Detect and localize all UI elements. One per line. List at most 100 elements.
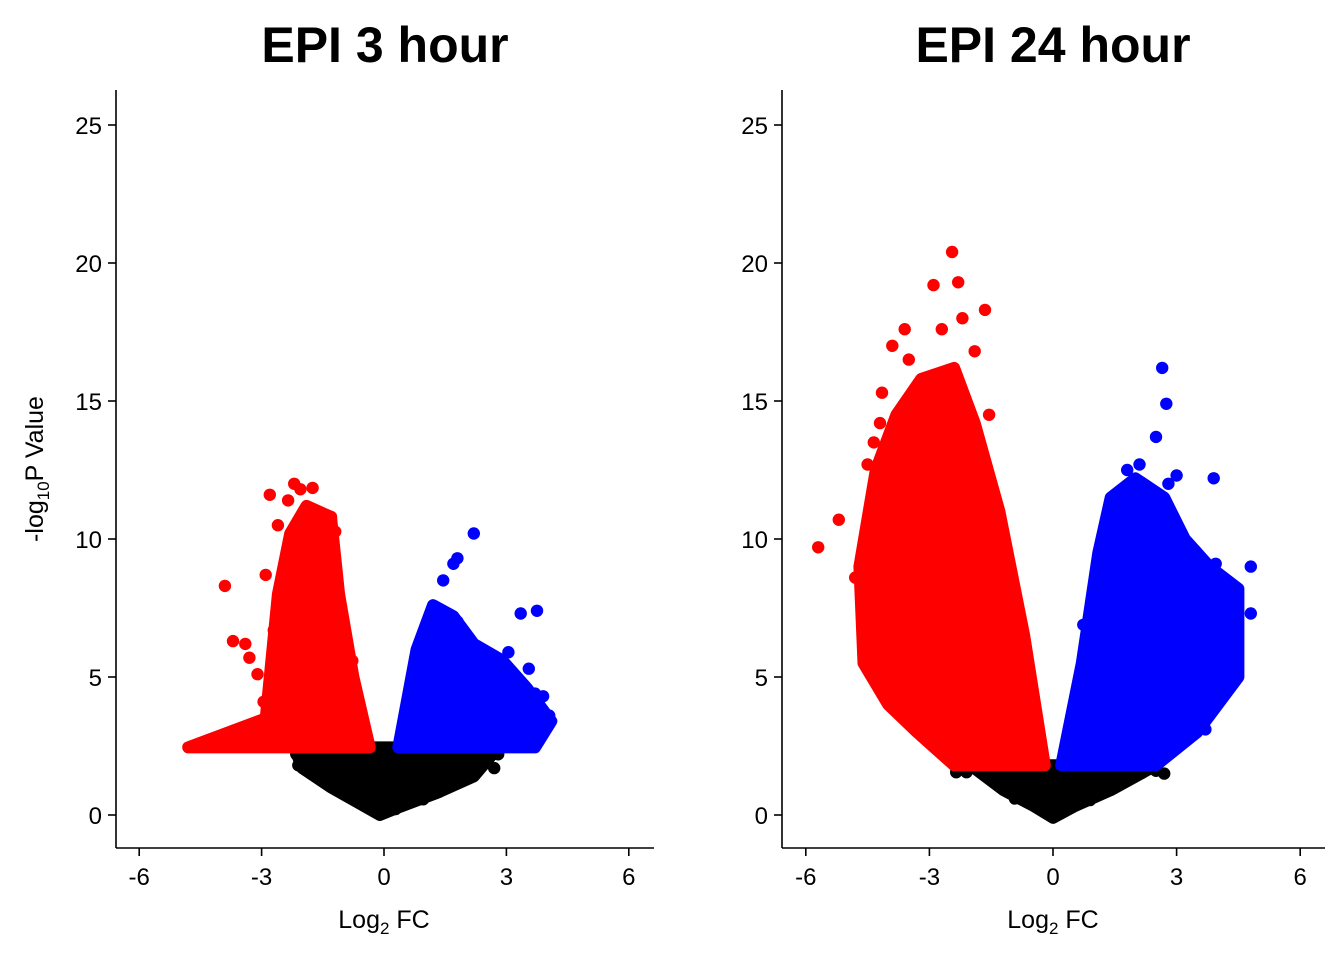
- data-point: [1080, 738, 1093, 751]
- data-point: [296, 672, 308, 685]
- outlier-point: [873, 455, 887, 468]
- data-point: [1189, 545, 1202, 558]
- data-point: [922, 599, 935, 612]
- data-point: [936, 611, 949, 624]
- data-point: [283, 548, 296, 561]
- data-point: [1169, 690, 1181, 703]
- data-point: [966, 445, 978, 457]
- data-point: [1208, 651, 1221, 664]
- data-point: [327, 674, 340, 687]
- outlier-point: [502, 646, 515, 659]
- outlier-point: [1160, 397, 1173, 410]
- data-point: [882, 640, 895, 653]
- data-point: [1175, 593, 1188, 606]
- data-point: [1068, 758, 1081, 771]
- data-point: [1063, 790, 1076, 803]
- data-point: [324, 775, 337, 788]
- data-point: [406, 755, 419, 768]
- outlier-point: [1178, 726, 1192, 739]
- data-point: [966, 741, 979, 754]
- data-point: [1122, 701, 1135, 714]
- data-point: [912, 402, 925, 415]
- data-point: [979, 565, 992, 578]
- data-point: [1211, 631, 1224, 643]
- data-point: [1138, 698, 1151, 711]
- data-point: [467, 767, 480, 780]
- data-point: [450, 644, 463, 657]
- data-point: [941, 749, 954, 762]
- data-point: [1231, 610, 1244, 623]
- data-point: [1092, 782, 1105, 794]
- data-point: [1215, 588, 1228, 601]
- data-point: [1188, 557, 1201, 570]
- data-point: [1080, 785, 1093, 797]
- data-point: [1098, 607, 1111, 619]
- data-point: [465, 655, 478, 668]
- data-point: [1180, 639, 1193, 652]
- data-point: [302, 680, 315, 693]
- outlier-point: [257, 695, 270, 708]
- data-point: [298, 536, 311, 549]
- data-point: [306, 621, 319, 634]
- data-point: [921, 734, 934, 747]
- data-point: [319, 688, 332, 701]
- data-point: [411, 702, 424, 715]
- x-tick-label: -3: [919, 864, 940, 891]
- outlier-point: [1158, 731, 1171, 744]
- data-point: [939, 705, 952, 718]
- data-point: [431, 699, 444, 712]
- chart-title: EPI 3 hour: [261, 17, 508, 73]
- data-point: [1123, 503, 1136, 516]
- data-point: [974, 687, 987, 699]
- data-point: [940, 661, 953, 674]
- data-point: [1118, 554, 1131, 566]
- data-point: [1006, 603, 1019, 615]
- data-point: [1087, 691, 1100, 704]
- outlier-point: [490, 665, 503, 678]
- data-point: [1126, 771, 1139, 784]
- data-point: [1145, 619, 1158, 632]
- data-point: [484, 734, 497, 747]
- data-point: [959, 660, 972, 673]
- data-point: [1117, 581, 1130, 594]
- data-point: [322, 647, 335, 660]
- data-point: [1157, 671, 1170, 684]
- data-point: [1075, 686, 1088, 698]
- data-point: [1012, 620, 1025, 633]
- data-point: [982, 588, 995, 601]
- data-point: [302, 692, 315, 705]
- data-point: [916, 429, 929, 442]
- outlier-point: [532, 731, 546, 744]
- data-point: [976, 602, 989, 615]
- data-point: [892, 535, 905, 548]
- data-point: [876, 649, 889, 662]
- data-point: [1183, 672, 1196, 685]
- data-point: [1226, 657, 1239, 670]
- data-point: [1087, 770, 1100, 783]
- data-point: [1092, 589, 1105, 602]
- y-tick-label: 0: [755, 803, 768, 830]
- data-point: [1228, 580, 1241, 592]
- x-tick-label: 0: [377, 864, 390, 891]
- data-point: [925, 557, 938, 570]
- data-point: [1028, 743, 1041, 756]
- data-point: [1011, 775, 1024, 788]
- data-point: [896, 590, 909, 603]
- data-point: [1149, 690, 1162, 703]
- outlier-point: [1207, 472, 1220, 485]
- data-point: [1215, 571, 1228, 584]
- data-point: [396, 731, 409, 744]
- panel-epi-3-hour: EPI 3 hour -6 -3 0 3 6 0 5 10 15 20 25 Log2 FC -lo…: [21, 17, 654, 938]
- data-point: [301, 639, 314, 652]
- outlier-point: [1244, 607, 1258, 620]
- x-axis-label: Log2 FC: [338, 906, 429, 938]
- data-point: [946, 689, 959, 702]
- data-point: [931, 632, 944, 645]
- outlier-point: [832, 513, 845, 526]
- data-point: [1199, 665, 1212, 678]
- data-point: [1173, 546, 1186, 559]
- outlier-point: [886, 339, 899, 352]
- data-point: [951, 492, 964, 505]
- data-point: [321, 607, 334, 620]
- outlier-point: [324, 510, 338, 524]
